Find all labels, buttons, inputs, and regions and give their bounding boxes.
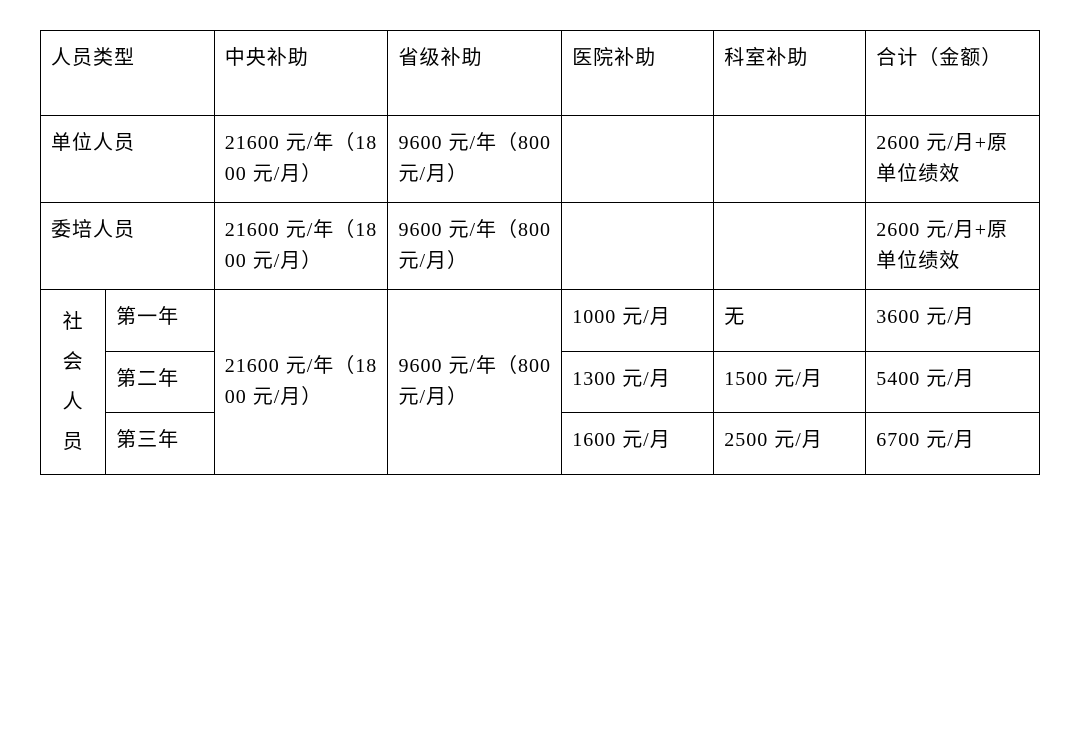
cell-social-y2-total: 5400 元/月 <box>866 351 1040 413</box>
cell-unit-label: 单位人员 <box>41 116 215 203</box>
cell-social-y2-hospital: 1300 元/月 <box>562 351 714 413</box>
cell-social-y3-total: 6700 元/月 <box>866 413 1040 475</box>
cell-entrust-central: 21600 元/年（1800 元/月） <box>214 203 388 290</box>
cell-entrust-dept <box>714 203 866 290</box>
header-central: 中央补助 <box>214 31 388 116</box>
cell-unit-dept <box>714 116 866 203</box>
cell-unit-hospital <box>562 116 714 203</box>
cell-entrust-hospital <box>562 203 714 290</box>
cell-social-central: 21600 元/年（1800 元/月） <box>214 290 388 475</box>
social-label-text: 社会人员 <box>63 311 84 453</box>
cell-unit-total: 2600 元/月+原单位绩效 <box>866 116 1040 203</box>
header-type: 人员类型 <box>41 31 215 116</box>
cell-social-y1-total: 3600 元/月 <box>866 290 1040 352</box>
row-entrust: 委培人员 21600 元/年（1800 元/月） 9600 元/年（800 元/… <box>41 203 1040 290</box>
cell-social-label: 社会人员 <box>41 290 106 475</box>
cell-entrust-total: 2600 元/月+原单位绩效 <box>866 203 1040 290</box>
header-dept: 科室补助 <box>714 31 866 116</box>
cell-social-y1-hospital: 1000 元/月 <box>562 290 714 352</box>
cell-unit-province: 9600 元/年（800 元/月） <box>388 116 562 203</box>
header-hospital: 医院补助 <box>562 31 714 116</box>
cell-entrust-province: 9600 元/年（800 元/月） <box>388 203 562 290</box>
cell-social-y3-dept: 2500 元/月 <box>714 413 866 475</box>
cell-social-y2-dept: 1500 元/月 <box>714 351 866 413</box>
table-header-row: 人员类型 中央补助 省级补助 医院补助 科室补助 合计（金额） <box>41 31 1040 116</box>
cell-social-y3-sub: 第三年 <box>106 413 215 475</box>
cell-social-province: 9600 元/年（800 元/月） <box>388 290 562 475</box>
header-total: 合计（金额） <box>866 31 1040 116</box>
cell-social-y1-dept: 无 <box>714 290 866 352</box>
subsidy-table: 人员类型 中央补助 省级补助 医院补助 科室补助 合计（金额） 单位人员 216… <box>40 30 1040 475</box>
header-province: 省级补助 <box>388 31 562 116</box>
cell-social-y3-hospital: 1600 元/月 <box>562 413 714 475</box>
cell-social-y2-sub: 第二年 <box>106 351 215 413</box>
cell-unit-central: 21600 元/年（1800 元/月） <box>214 116 388 203</box>
row-social-y1: 社会人员 第一年 21600 元/年（1800 元/月） 9600 元/年（80… <box>41 290 1040 352</box>
row-unit: 单位人员 21600 元/年（1800 元/月） 9600 元/年（800 元/… <box>41 116 1040 203</box>
cell-social-y1-sub: 第一年 <box>106 290 215 352</box>
cell-entrust-label: 委培人员 <box>41 203 215 290</box>
